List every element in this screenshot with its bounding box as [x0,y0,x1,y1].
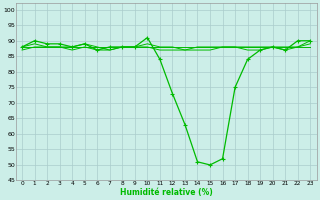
X-axis label: Humidité relative (%): Humidité relative (%) [120,188,212,197]
